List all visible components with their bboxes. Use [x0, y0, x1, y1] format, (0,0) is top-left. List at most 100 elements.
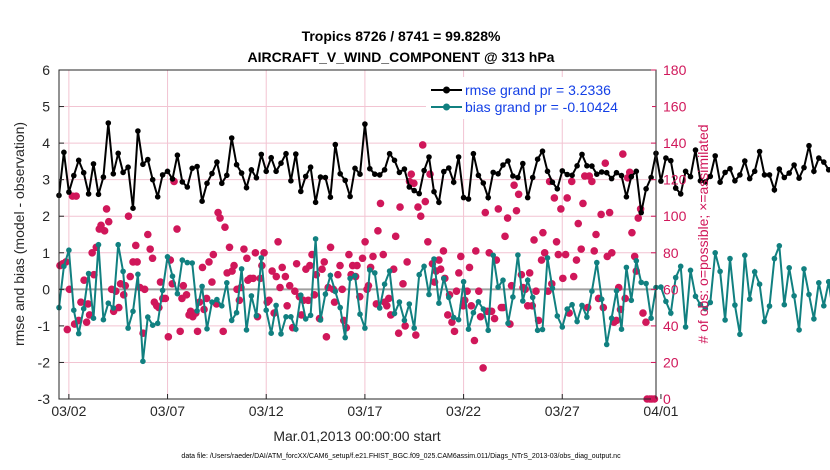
bias-point	[288, 314, 294, 320]
rmse-point	[332, 141, 339, 148]
rmse-point	[806, 142, 812, 149]
bias-point	[638, 279, 644, 286]
rmse-point	[751, 168, 758, 175]
obs-possible-marker	[407, 170, 416, 178]
rmse-point	[692, 147, 699, 153]
rmse-point	[781, 174, 788, 181]
obs-possible-marker	[278, 263, 287, 272]
obs-possible-marker	[448, 318, 456, 327]
y-tick-label: 0	[42, 281, 50, 297]
rmse-point	[194, 163, 200, 170]
rmse-point	[263, 168, 270, 175]
obs-possible-marker	[131, 241, 140, 250]
bias-point	[677, 263, 684, 270]
bias-point	[352, 273, 358, 279]
bias-point	[263, 307, 270, 314]
rmse-point	[771, 187, 778, 193]
rmse-point	[174, 152, 181, 158]
rmse-point	[337, 171, 344, 177]
rmse-point	[71, 172, 77, 179]
obs-possible-marker	[77, 298, 85, 306]
obs-possible-marker	[539, 228, 547, 237]
bias-point	[228, 317, 235, 324]
obs-possible-marker	[182, 291, 191, 299]
obs-possible-marker	[554, 250, 563, 259]
rmse-point	[539, 148, 546, 154]
rmse-point	[288, 178, 294, 184]
rmse-point	[510, 173, 516, 179]
rmse-point	[549, 179, 556, 185]
rmse-point	[391, 157, 398, 164]
bias-point	[742, 252, 748, 259]
bias-point	[100, 316, 107, 323]
obs-possible-marker	[569, 272, 578, 281]
obs-possible-marker	[193, 327, 202, 336]
obs-possible-marker	[550, 194, 559, 202]
obs-possible-marker	[97, 221, 105, 230]
bias-point	[727, 255, 733, 262]
rmse-point	[470, 150, 477, 157]
rmse-point	[426, 154, 432, 160]
obs-possible-marker	[574, 219, 583, 228]
rmse-point	[821, 159, 827, 165]
bias-point	[663, 298, 669, 305]
y-tick-label: -2	[38, 354, 51, 370]
rmse-point	[564, 171, 570, 178]
rmse-point	[672, 185, 679, 191]
rmse-point	[475, 172, 482, 179]
rmse-point	[327, 194, 334, 200]
bias-point	[179, 257, 186, 263]
rmse-point	[352, 165, 358, 172]
rmse-point	[643, 186, 649, 192]
bias-point	[450, 314, 457, 321]
bias-point	[441, 275, 447, 282]
bias-point	[426, 291, 432, 298]
bias-point	[421, 263, 427, 270]
obs-possible-marker	[590, 247, 599, 255]
legend-rmse-label: rmse grand pr = 3.2336	[465, 82, 611, 98]
bias-point	[391, 310, 398, 317]
bias-point	[761, 318, 768, 325]
legend-item-bias: bias grand pr = -0.10424	[431, 99, 618, 115]
rmse-point	[401, 166, 408, 172]
obs-possible-marker	[285, 281, 294, 290]
rmse-point	[574, 163, 580, 169]
bias-point	[816, 280, 822, 286]
obs-possible-marker	[176, 327, 184, 336]
rmse-point	[209, 170, 215, 177]
obs-possible-marker	[537, 256, 546, 264]
obs-possible-marker	[579, 199, 587, 208]
bias-point	[115, 241, 121, 248]
bias-point	[243, 327, 250, 333]
bias-point	[628, 297, 635, 304]
obs-possible-marker	[265, 296, 273, 305]
bias-point	[90, 315, 97, 322]
rmse-point	[66, 189, 72, 195]
obs-possible-marker	[418, 141, 427, 149]
bias-point	[233, 309, 240, 316]
bias-point	[806, 291, 812, 298]
obs-possible-marker	[146, 245, 154, 253]
obs-possible-marker	[403, 258, 411, 266]
obs-possible-marker	[274, 238, 282, 246]
bias-point	[702, 305, 709, 312]
y2-tick-label: 180	[663, 62, 687, 78]
obs-possible-marker	[112, 287, 120, 295]
obs-possible-marker	[126, 272, 135, 281]
rmse-point	[283, 150, 289, 157]
rmse-point	[115, 150, 121, 157]
obs-possible-marker	[391, 232, 400, 241]
bias-point	[164, 253, 171, 260]
x-axis-ticks: 03/02 03/07 03/12 03/17 03/22 03/27 04/01	[51, 394, 679, 419]
bias-point	[140, 358, 146, 365]
obs-possible-marker	[559, 274, 567, 283]
rmse-point	[258, 151, 265, 158]
bias-point	[293, 326, 299, 333]
bias-point	[569, 301, 575, 308]
rmse-point	[347, 193, 353, 200]
rmse-point	[677, 191, 684, 197]
rmse-point	[520, 160, 526, 167]
rmse-point	[199, 198, 205, 204]
rmse-point	[534, 156, 541, 162]
rmse-point	[85, 191, 92, 197]
